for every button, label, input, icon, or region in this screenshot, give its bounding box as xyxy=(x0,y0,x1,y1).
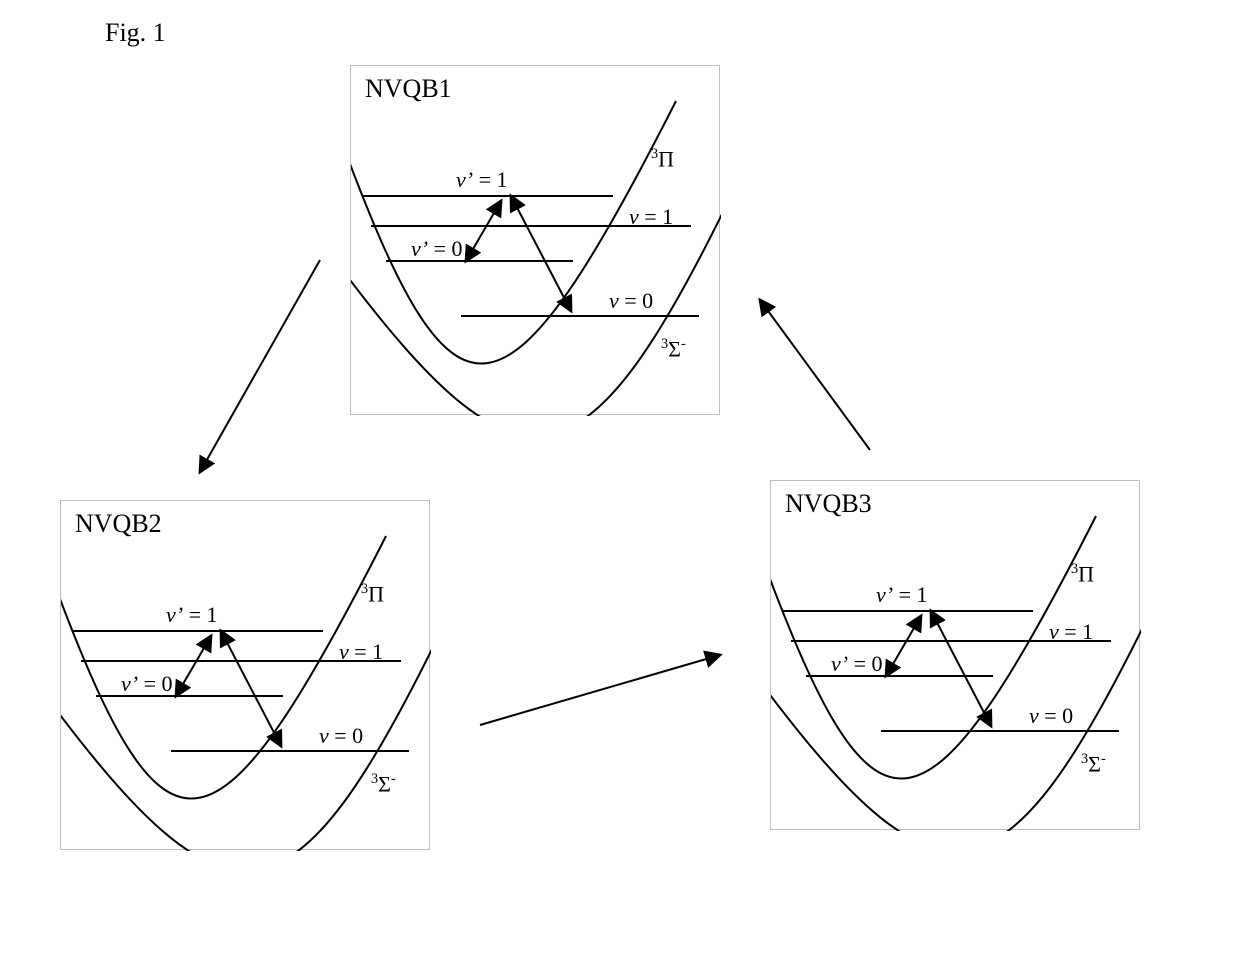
panel-svg xyxy=(61,501,431,851)
arrow xyxy=(176,636,211,696)
label-vprime0: v’ = 0 xyxy=(831,651,883,677)
arrow xyxy=(886,616,921,676)
panel-nvqb1: NVQB1v’ = 1v’ = 0v = 1v = 03Π3Σ- xyxy=(350,65,720,415)
arrow xyxy=(466,201,501,261)
label-state-sigma: 3Σ- xyxy=(661,336,686,362)
panel-nvqb2: NVQB2v’ = 1v’ = 0v = 1v = 03Π3Σ- xyxy=(60,500,430,850)
arrow xyxy=(200,260,320,472)
label-vprime1: v’ = 1 xyxy=(876,582,928,608)
label-state-pi: 3Π xyxy=(361,581,384,607)
arrow xyxy=(931,611,991,726)
label-v0: v = 0 xyxy=(319,723,363,749)
arrow xyxy=(511,196,571,311)
label-vprime0: v’ = 0 xyxy=(411,236,463,262)
curve-pi xyxy=(61,536,386,799)
label-state-pi: 3Π xyxy=(651,146,674,172)
curve-sigma xyxy=(351,206,721,416)
arrow xyxy=(221,631,281,746)
arrow xyxy=(760,300,870,450)
curve-pi xyxy=(771,516,1096,779)
label-v1: v = 1 xyxy=(629,204,673,230)
label-state-pi: 3Π xyxy=(1071,561,1094,587)
label-v0: v = 0 xyxy=(1029,703,1073,729)
label-vprime0: v’ = 0 xyxy=(121,671,173,697)
figure-title: Fig. 1 xyxy=(105,18,166,48)
label-state-sigma: 3Σ- xyxy=(371,771,396,797)
panel-nvqb3: NVQB3v’ = 1v’ = 0v = 1v = 03Π3Σ- xyxy=(770,480,1140,830)
label-v1: v = 1 xyxy=(1049,619,1093,645)
panel-svg xyxy=(351,66,721,416)
label-vprime1: v’ = 1 xyxy=(166,602,218,628)
label-vprime1: v’ = 1 xyxy=(456,167,508,193)
label-v0: v = 0 xyxy=(609,288,653,314)
arrow xyxy=(480,655,720,725)
label-state-sigma: 3Σ- xyxy=(1081,751,1106,777)
curve-pi xyxy=(351,101,676,364)
label-v1: v = 1 xyxy=(339,639,383,665)
curve-sigma xyxy=(771,621,1141,831)
panel-svg xyxy=(771,481,1141,831)
curve-sigma xyxy=(61,641,431,851)
